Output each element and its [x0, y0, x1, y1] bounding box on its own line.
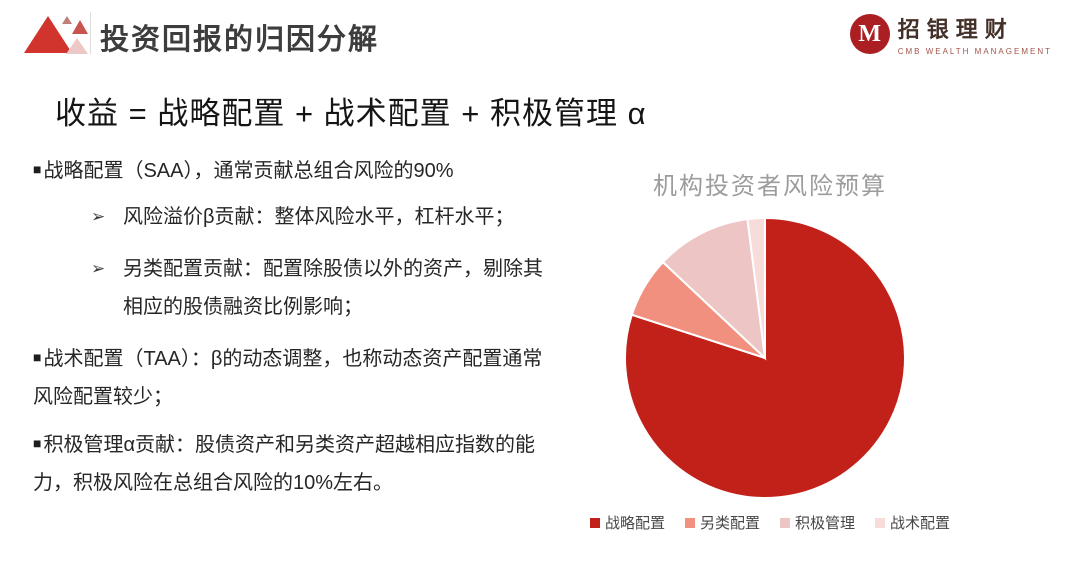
legend-swatch-icon [589, 517, 600, 528]
formula-heading: 收益 = 战略配置 + 战术配置 + 积极管理 α [55, 96, 647, 131]
pie-chart [620, 213, 910, 503]
slide-header: 投资回报的归因分解 M 招银理财 CMB WEALTH MANAGEMENT [0, 0, 1080, 66]
bullet-text: 战术配置（TAA）：β的动态调整，也称动态资产配置通常风险配置较少； [33, 348, 543, 408]
triangle-mid-icon [72, 20, 88, 34]
sub-bullet-risk-premium: ➢ 风险溢价β贡献：整体风险水平，杠杆水平； [91, 198, 543, 236]
legend-item-tactical: 战术配置 [875, 512, 950, 533]
square-bullet-icon: ■ [33, 161, 42, 177]
arrow-bullet-icon: ➢ [91, 207, 106, 226]
chart-title: 机构投资者风险预算 [653, 173, 887, 200]
legend-item-strategic: 战略配置 [589, 512, 665, 533]
legend-swatch-icon [780, 517, 790, 528]
triangle-tiny-icon [62, 16, 72, 24]
bullet-alpha: ■ 积极管理α贡献：股债资产和另类资产超越相应指数的能力，积极风险在总组合风险的1… [33, 424, 548, 502]
legend-label: 另类配置 [699, 515, 760, 532]
pie-slice-积极管理 [661, 217, 767, 361]
brand-subtitle: CMB WEALTH MANAGEMENT [897, 47, 1052, 56]
brand-text: 招银理财 CMB WEALTH MANAGEMENT [898, 12, 1052, 56]
arrow-bullet-icon: ➢ [91, 259, 106, 278]
pie-svg [624, 216, 906, 499]
bullet-text: 战略配置（SAA），通常贡献总组合风险的90% [43, 160, 454, 182]
brand-logo: M 招银理财 CMB WEALTH MANAGEMENT [849, 12, 1052, 56]
bullet-saa: ■ 战略配置（SAA），通常贡献总组合风险的90% [33, 150, 548, 190]
pie-slice-战术配置 [746, 216, 766, 359]
header-divider [90, 12, 91, 54]
legend-swatch-icon [684, 517, 695, 528]
sub-bullet-alternative: ➢ 另类配置贡献：配置除股债以外的资产，剔除其相应的股债融资比例影响； [91, 250, 543, 326]
legend-swatch-icon [875, 517, 886, 528]
triangles-logo-icon [24, 12, 88, 56]
triangle-light-icon [66, 38, 88, 54]
bullet-text: 风险溢价β贡献：整体风险水平，杠杆水平； [123, 206, 515, 228]
cmb-monogram-icon: M [849, 14, 890, 54]
bullet-text: 积极管理α贡献：股债资产和另类资产超越相应指数的能力，积极风险在总组合风险的10… [33, 434, 536, 494]
square-bullet-icon: ■ [33, 435, 42, 451]
legend-item-alternative: 另类配置 [684, 512, 760, 533]
legend-label: 战术配置 [890, 515, 951, 532]
page-title: 投资回报的归因分解 [100, 24, 380, 56]
legend-item-active: 积极管理 [780, 512, 855, 533]
brand-name: 招银理财 [897, 17, 1014, 42]
bullet-text: 另类配置贡献：配置除股债以外的资产，剔除其相应的股债融资比例影响； [123, 258, 543, 318]
bullet-list: ■ 战略配置（SAA），通常贡献总组合风险的90% ➢ 风险溢价β贡献：整体风险水… [33, 150, 548, 510]
legend-label: 积极管理 [795, 515, 856, 532]
bullet-taa: ■ 战术配置（TAA）：β的动态调整，也称动态资产配置通常风险配置较少； [33, 338, 548, 416]
square-bullet-icon: ■ [33, 349, 42, 365]
chart-legend: 战略配置 另类配置 积极管理 战术配置 [560, 512, 980, 533]
legend-label: 战略配置 [604, 515, 665, 532]
